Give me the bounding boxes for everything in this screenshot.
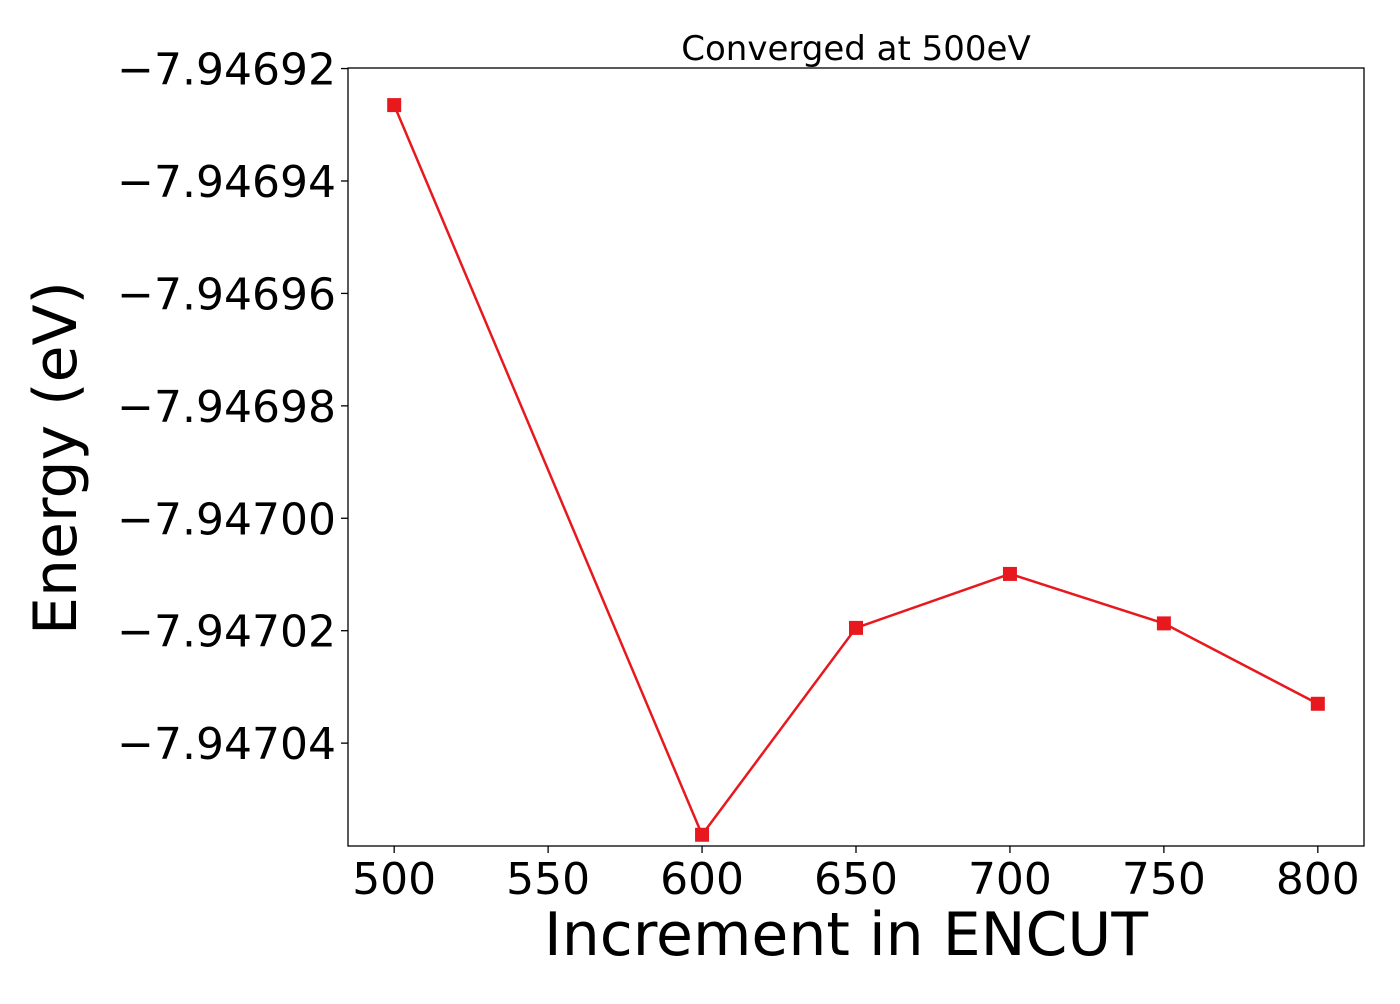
data-point-marker: [387, 98, 402, 113]
y-tick-label: −7.94702: [117, 607, 336, 658]
chart-title: Converged at 500eV: [681, 29, 1030, 69]
plot-area: [387, 98, 1325, 842]
y-axis-label: Energy (eV): [21, 281, 91, 635]
y-tick-label: −7.94692: [117, 45, 336, 96]
axis-ticks: 500 550 600 650 700 750 800 −7.94692 −7.94694 −7.…: [117, 45, 1360, 905]
y-tick-label: −7.94700: [117, 494, 336, 545]
x-tick-label: 650: [814, 854, 898, 905]
y-tick-label: −7.94696: [117, 269, 336, 320]
series-line: [393, 104, 1319, 837]
y-tick-label: −7.94694: [117, 157, 336, 208]
x-tick-label: 500: [352, 854, 436, 905]
x-tick-label: 750: [1122, 854, 1206, 905]
y-tick-label: −7.94704: [117, 719, 336, 770]
data-point-marker: [1002, 566, 1017, 581]
x-tick-label: 700: [968, 854, 1052, 905]
data-point-marker: [695, 827, 710, 842]
data-point-marker: [1156, 616, 1171, 631]
y-tick-label: −7.94698: [117, 382, 336, 433]
x-tick-label: 600: [660, 854, 744, 905]
x-axis-label: Increment in ENCUT: [544, 900, 1148, 970]
x-tick-label: 550: [506, 854, 590, 905]
data-point-marker: [1310, 696, 1325, 711]
x-tick-label: 800: [1276, 854, 1360, 905]
data-point-marker: [849, 620, 863, 635]
